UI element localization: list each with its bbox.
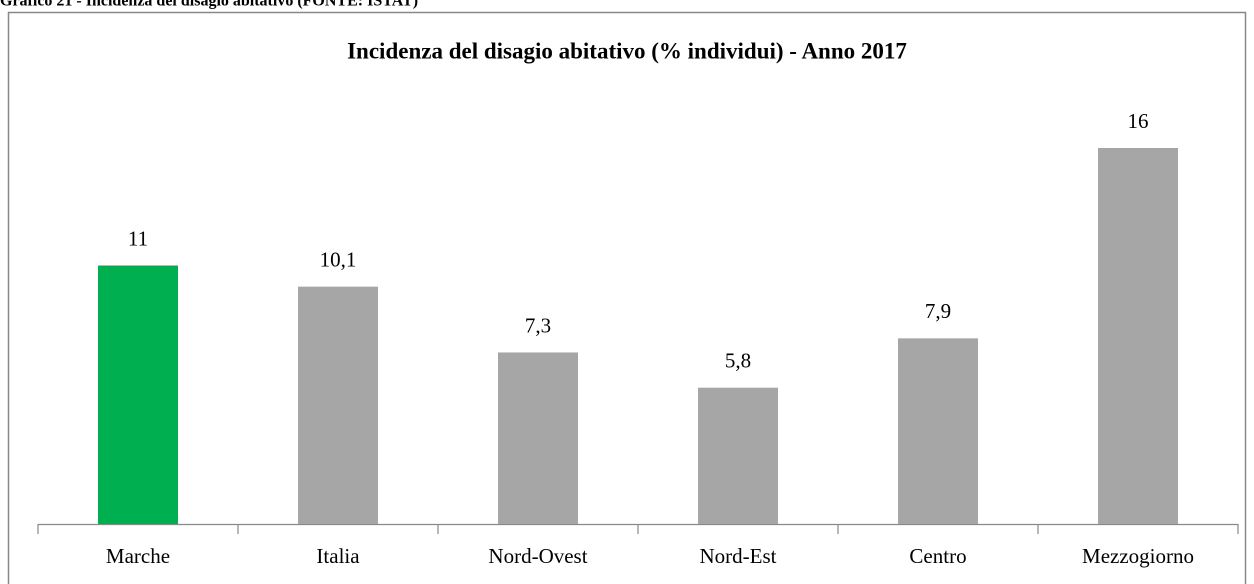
value-label: 16 — [1128, 109, 1149, 133]
x-tick-label: Nord-Est — [700, 544, 777, 568]
x-tick-label: Marche — [106, 544, 170, 568]
x-tick-label: Mezzogiorno — [1082, 544, 1194, 568]
bar — [898, 338, 978, 524]
bar — [98, 265, 178, 524]
bar — [1098, 148, 1178, 524]
chart-title: Incidenza del disagio abitativo (% indiv… — [347, 38, 907, 63]
x-tick-label: Italia — [316, 544, 360, 568]
value-label: 7,9 — [925, 299, 951, 323]
caption: Grafico 21 - Incidenza del disagio abita… — [0, 0, 418, 10]
bar — [298, 286, 378, 524]
bar — [498, 352, 578, 524]
bar — [698, 387, 778, 524]
chart-frame — [7, 11, 1247, 584]
value-label: 5,8 — [725, 349, 751, 373]
value-label: 10,1 — [320, 247, 357, 271]
value-label: 7,3 — [525, 313, 551, 337]
x-tick-label: Centro — [909, 544, 966, 568]
value-label: 11 — [128, 226, 148, 250]
x-tick-label: Nord-Ovest — [488, 544, 587, 568]
